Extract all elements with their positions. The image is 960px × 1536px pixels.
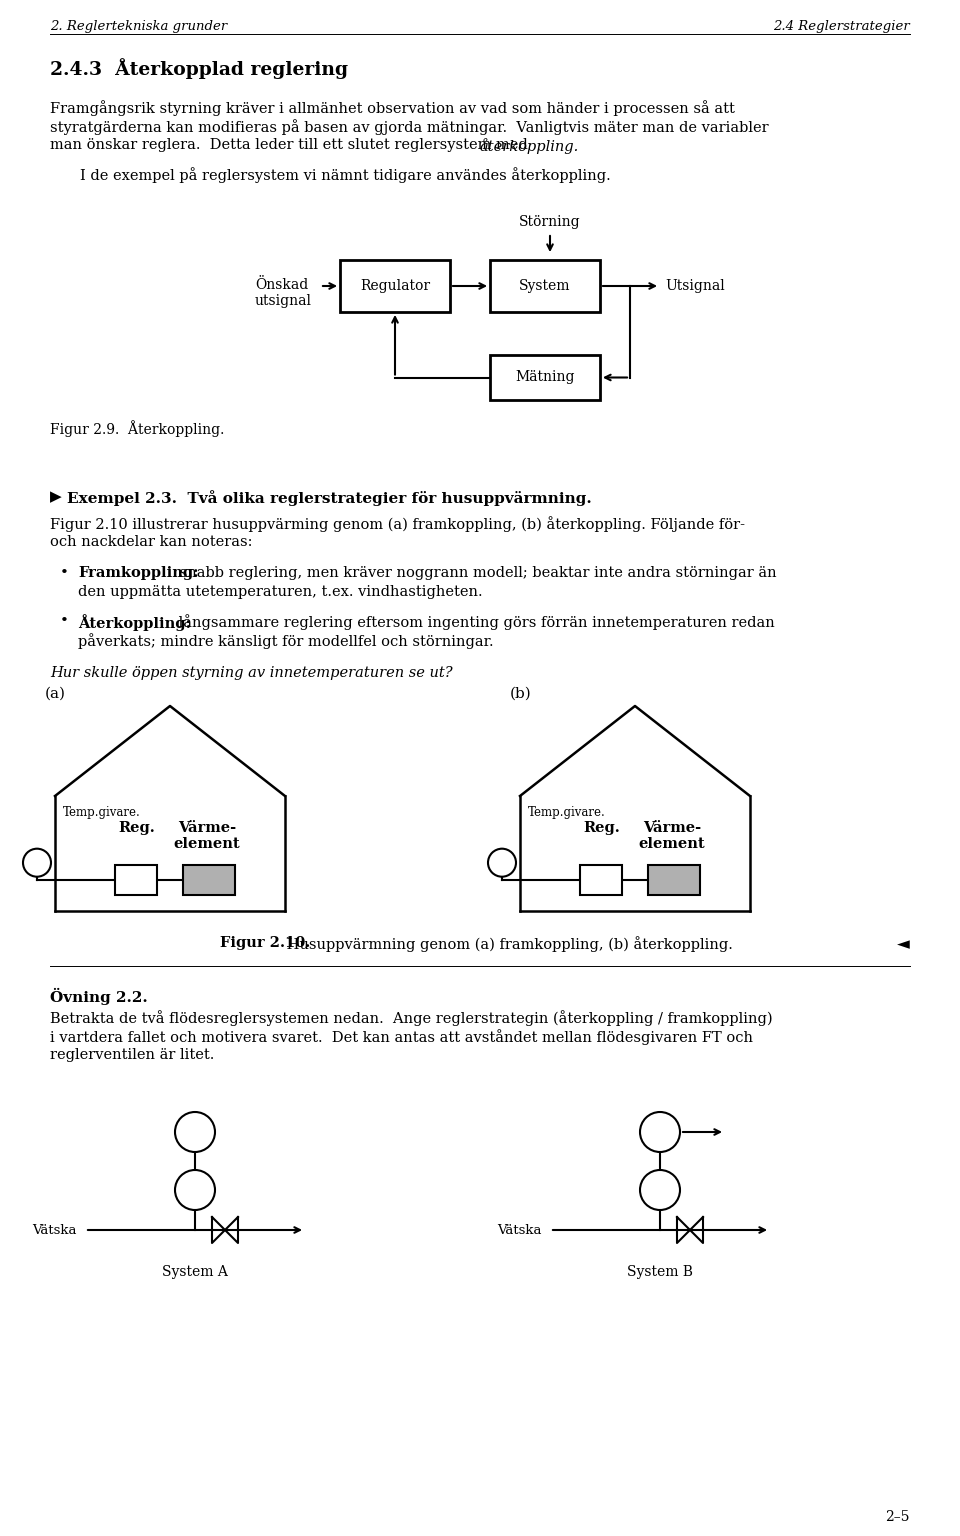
Text: FC: FC — [185, 1126, 204, 1138]
Text: Övning 2.2.: Övning 2.2. — [50, 988, 148, 1005]
Text: 2.4 Reglerstrategier: 2.4 Reglerstrategier — [773, 20, 910, 32]
Text: Störning: Störning — [519, 215, 581, 229]
Text: Vätska: Vätska — [33, 1224, 77, 1236]
Bar — [490, 260, 600, 312]
Text: Figur 2.9.  Återkoppling.: Figur 2.9. Återkoppling. — [50, 419, 225, 436]
Bar — [115, 865, 157, 895]
Text: Hur skulle öppen styrning av innetemperaturen se ut?: Hur skulle öppen styrning av innetempera… — [50, 667, 452, 680]
Text: Husuppvärmning genom (a) framkoppling, (b) återkoppling.: Husuppvärmning genom (a) framkoppling, (… — [282, 935, 732, 952]
Bar — [490, 355, 600, 399]
Circle shape — [175, 1170, 215, 1210]
Text: •: • — [60, 565, 69, 581]
Polygon shape — [212, 1217, 225, 1243]
Text: Reg.: Reg. — [584, 822, 620, 836]
Text: Exempel 2.3.  Två olika reglerstrategier för husuppvärmning.: Exempel 2.3. Två olika reglerstrategier … — [67, 490, 591, 505]
Text: återkoppling.: återkoppling. — [480, 138, 579, 154]
Text: Temp.givare.: Temp.givare. — [63, 806, 141, 819]
Text: FC: FC — [651, 1126, 669, 1138]
Polygon shape — [690, 1217, 703, 1243]
Text: System A: System A — [162, 1266, 228, 1279]
Text: System: System — [519, 280, 571, 293]
Text: Betrakta de två flödesreglersystemen nedan.  Ange reglerstrategin (återkoppling : Betrakta de två flödesreglersystemen ned… — [50, 1011, 773, 1026]
Text: 2.4.3  Återkopplad reglering: 2.4.3 Återkopplad reglering — [50, 58, 348, 78]
Text: man önskar reglera.  Detta leder till ett slutet reglersystem med: man önskar reglera. Detta leder till ett… — [50, 138, 533, 152]
Text: 2–5: 2–5 — [885, 1510, 910, 1524]
Text: Temp.givare.: Temp.givare. — [528, 806, 606, 819]
Text: Önskad
utsignal: Önskad utsignal — [255, 278, 312, 309]
Text: Figur 2.10 illustrerar husuppvärming genom (a) framkoppling, (b) återkoppling. F: Figur 2.10 illustrerar husuppvärming gen… — [50, 516, 745, 531]
Text: Regulator: Regulator — [360, 280, 430, 293]
Polygon shape — [677, 1217, 690, 1243]
Circle shape — [488, 849, 516, 877]
Text: Reg.: Reg. — [119, 822, 156, 836]
Text: ◄: ◄ — [898, 935, 910, 952]
Text: snabb reglering, men kräver noggrann modell; beaktar inte andra störningar än: snabb reglering, men kräver noggrann mod… — [175, 565, 777, 581]
Bar — [580, 865, 622, 895]
Text: i vartdera fallet och motivera svaret.  Det kan antas att avståndet mellan flöde: i vartdera fallet och motivera svaret. D… — [50, 1029, 753, 1044]
Text: 2. Reglertekniska grunder: 2. Reglertekniska grunder — [50, 20, 228, 32]
Text: (b): (b) — [510, 687, 532, 700]
Text: den uppmätta utetemperaturen, t.ex. vindhastigheten.: den uppmätta utetemperaturen, t.ex. vind… — [78, 585, 483, 599]
Text: Utsignal: Utsignal — [665, 280, 725, 293]
Text: I de exempel på reglersystem vi nämnt tidigare användes återkoppling.: I de exempel på reglersystem vi nämnt ti… — [80, 167, 611, 183]
Text: långsammare reglering eftersom ingenting görs förrän innetemperaturen redan: långsammare reglering eftersom ingenting… — [174, 614, 775, 630]
Text: Värme-
element: Värme- element — [174, 822, 240, 851]
Text: ▶: ▶ — [50, 490, 61, 504]
Text: Framkoppling:: Framkoppling: — [78, 565, 199, 581]
Bar — [183, 865, 235, 895]
Text: FT: FT — [186, 1184, 204, 1197]
Circle shape — [175, 1112, 215, 1152]
Bar — [648, 865, 700, 895]
Bar — [340, 260, 450, 312]
Circle shape — [23, 849, 51, 877]
Circle shape — [640, 1170, 680, 1210]
Polygon shape — [225, 1217, 238, 1243]
Text: FT: FT — [651, 1184, 669, 1197]
Text: (a): (a) — [45, 687, 66, 700]
Text: Mätning: Mätning — [516, 370, 575, 384]
Text: styratgärderna kan modifieras på basen av gjorda mätningar.  Vanligtvis mäter ma: styratgärderna kan modifieras på basen a… — [50, 118, 769, 135]
Text: •: • — [60, 614, 69, 628]
Text: Värme-
element: Värme- element — [638, 822, 706, 851]
Text: Figur 2.10.: Figur 2.10. — [220, 935, 310, 949]
Text: Återkoppling:: Återkoppling: — [78, 614, 191, 631]
Text: System B: System B — [627, 1266, 693, 1279]
Text: Framgångsrik styrning kräver i allmänhet observation av vad som händer i process: Framgångsrik styrning kräver i allmänhet… — [50, 100, 734, 115]
Text: påverkats; mindre känsligt för modellfel och störningar.: påverkats; mindre känsligt för modellfel… — [78, 633, 493, 648]
Text: reglerventilen är litet.: reglerventilen är litet. — [50, 1048, 214, 1061]
Circle shape — [640, 1112, 680, 1152]
Text: Vätska: Vätska — [497, 1224, 542, 1236]
Text: och nackdelar kan noteras:: och nackdelar kan noteras: — [50, 535, 252, 548]
